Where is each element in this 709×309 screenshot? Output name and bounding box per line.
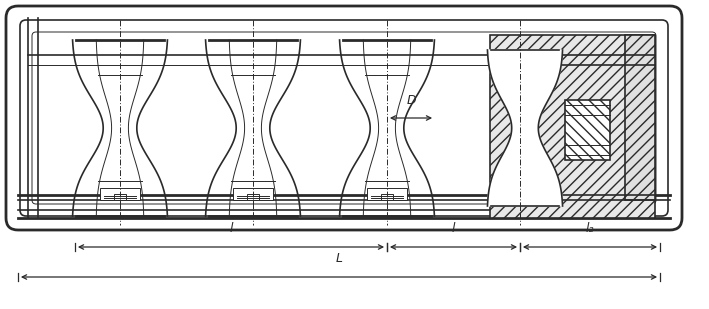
Bar [367, 188, 407, 200]
Bar [565, 100, 610, 160]
Bar [381, 194, 393, 200]
Bar [247, 194, 259, 200]
Bar [490, 35, 655, 218]
Text: l: l [229, 222, 233, 235]
Text: D: D [406, 94, 415, 107]
Polygon shape [488, 50, 562, 206]
Text: l: l [452, 222, 455, 235]
Bar [233, 188, 273, 200]
Text: l₂: l₂ [586, 222, 594, 235]
Bar [625, 35, 655, 200]
Bar [114, 194, 126, 200]
Bar [100, 188, 140, 200]
Text: L: L [335, 252, 342, 265]
Bar [490, 35, 655, 218]
